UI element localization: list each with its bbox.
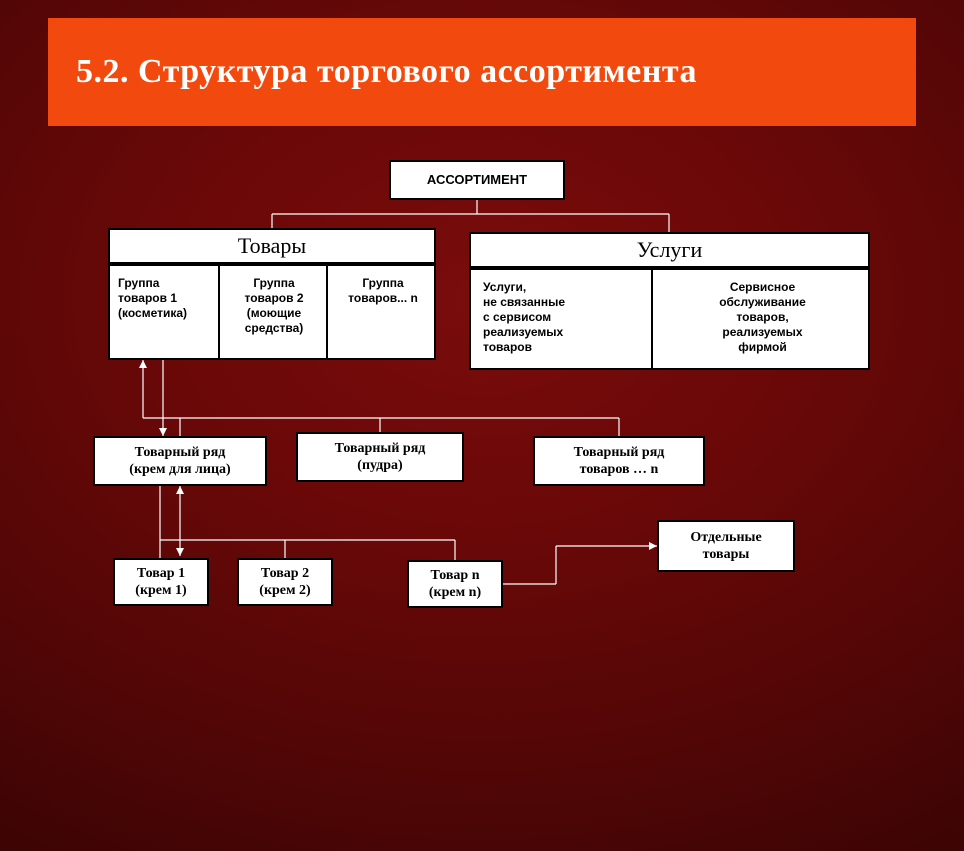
node-services-cells: Услуги, не связанные с сервисом реализуе… xyxy=(469,268,870,370)
node-services-header: Услуги xyxy=(469,232,870,268)
node-root-label: АССОРТИМЕНТ xyxy=(427,172,527,188)
node-s1-label: Услуги, не связанные с сервисом реализуе… xyxy=(471,270,651,368)
node-tn: Товар n (крем n) xyxy=(407,560,503,608)
node-t2: Товар 2 (крем 2) xyxy=(237,558,333,606)
node-rown-label: Товарный ряд товаров … n xyxy=(574,444,665,479)
node-row2-label: Товарный ряд (пудра) xyxy=(335,440,426,475)
node-row1: Товарный ряд (крем для лица) xyxy=(93,436,267,486)
node-g1: Группа товаров 1 (косметика) Группа това… xyxy=(108,264,436,360)
node-root: АССОРТИМЕНТ xyxy=(389,160,565,200)
node-goods-header: Товары xyxy=(108,228,436,264)
node-t1-label: Товар 1 (крем 1) xyxy=(135,565,186,600)
diagram: АССОРТИМЕНТ Товары Услуги Группа товаров… xyxy=(0,0,964,851)
node-s2-label: Сервисное обслуживание товаров, реализуе… xyxy=(653,270,872,368)
node-goods-header-label: Товары xyxy=(238,233,306,258)
node-g1-label: Группа товаров 1 (косметика) xyxy=(110,266,220,358)
node-t1: Товар 1 (крем 1) xyxy=(113,558,209,606)
node-rown: Товарный ряд товаров … n xyxy=(533,436,705,486)
node-g2-label: Группа товаров 2 (моющие средства) xyxy=(220,266,328,358)
node-tn-label: Товар n (крем n) xyxy=(429,567,481,602)
node-sep: Отдельные товары xyxy=(657,520,795,572)
node-gn-label: Группа товаров... n xyxy=(328,266,438,358)
connectors xyxy=(0,0,964,851)
node-t2-label: Товар 2 (крем 2) xyxy=(259,565,310,600)
node-row2: Товарный ряд (пудра) xyxy=(296,432,464,482)
node-row1-label: Товарный ряд (крем для лица) xyxy=(129,444,230,479)
node-services-header-label: Услуги xyxy=(637,237,702,262)
node-sep-label: Отдельные товары xyxy=(690,529,761,564)
